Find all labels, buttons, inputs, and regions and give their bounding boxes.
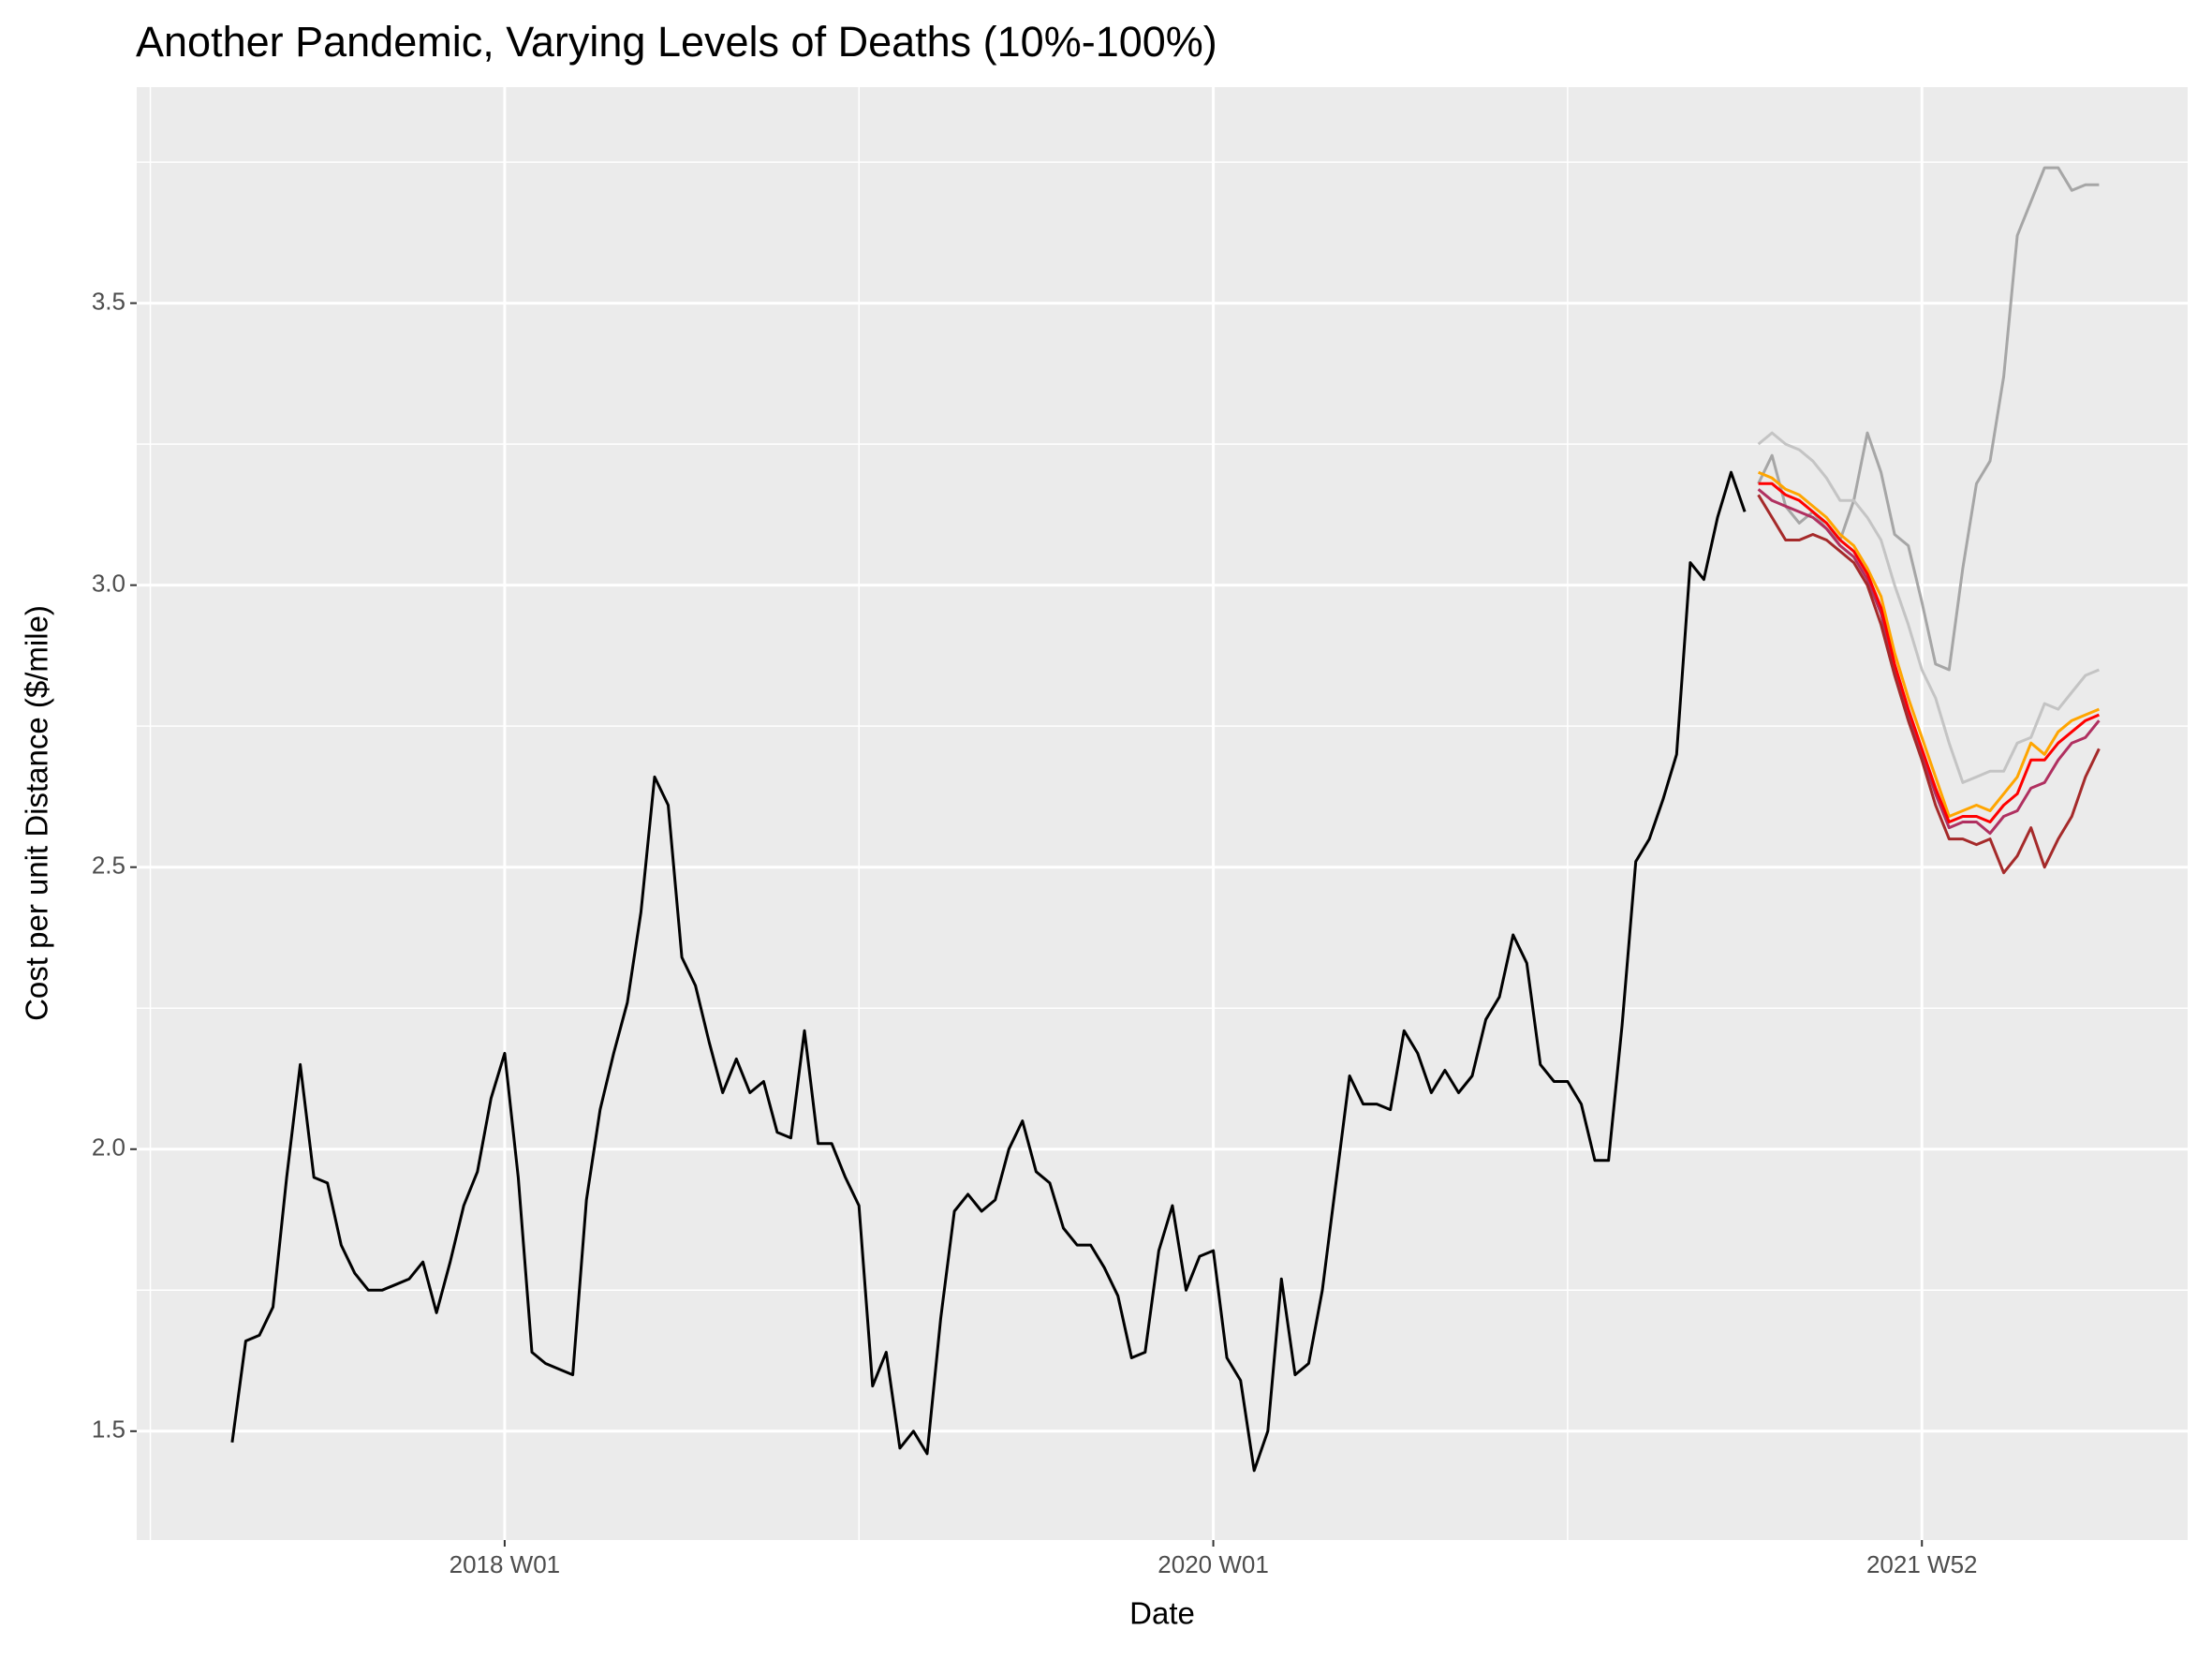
series-line [1757,494,2101,875]
grid [137,87,2188,1540]
x-tick-label: 2018 W01 [450,1550,561,1578]
y-tick-label: 2.5 [92,852,125,880]
y-tick-label: 3.0 [92,570,125,598]
y-tick-label: 1.5 [92,1415,125,1444]
y-tick-label: 2.0 [92,1133,125,1162]
series-line [1758,481,2100,823]
panel-background [137,87,2188,1540]
x-tick-label: 2020 W01 [1158,1550,1269,1578]
y-tick-label: 3.5 [92,287,125,315]
series-line [230,470,1747,1473]
x-tick-label: 2021 W52 [1866,1550,1978,1578]
series-line [1757,488,2101,836]
series-line [1758,470,2100,818]
y-axis-title: Cost per unit Distance ($/mile) [20,605,54,1021]
chart-title: Another Pandemic, Varying Levels of Deat… [136,18,1217,66]
series-line [1757,431,2100,784]
lines [230,166,2101,1473]
x-axis-title: Date [1129,1596,1195,1631]
